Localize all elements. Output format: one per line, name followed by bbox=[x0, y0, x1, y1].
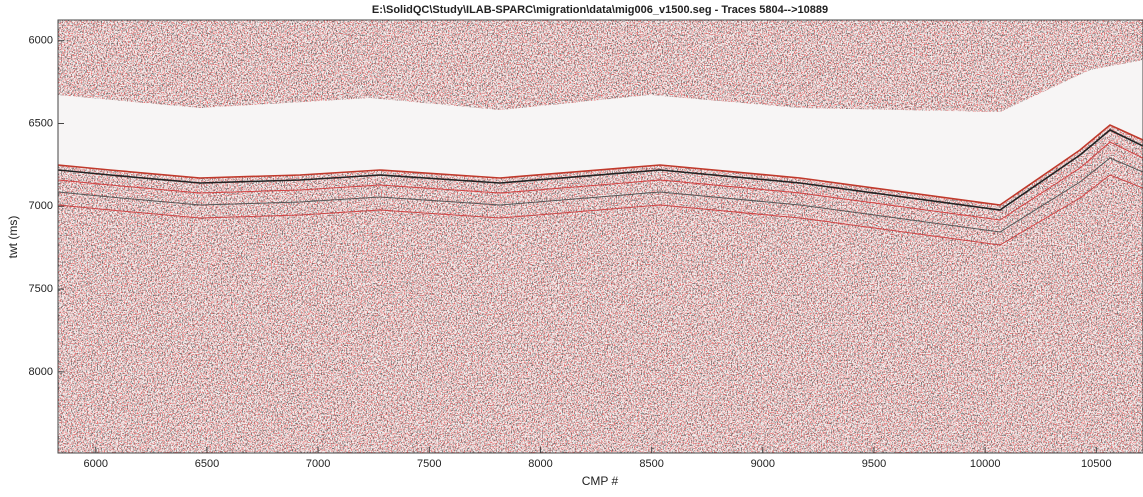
x-tick-label: 8500 bbox=[639, 458, 663, 470]
x-axis-label: CMP # bbox=[582, 474, 619, 488]
seismic-image bbox=[58, 20, 1143, 453]
y-tick-label: 6500 bbox=[29, 117, 53, 129]
x-tick-label: 6500 bbox=[195, 458, 219, 470]
x-tick-label: 9000 bbox=[751, 458, 775, 470]
y-tick-label: 7000 bbox=[29, 200, 53, 212]
x-tick-label: 10000 bbox=[970, 458, 1001, 470]
x-tick-label: 7500 bbox=[417, 458, 441, 470]
y-axis-label: twt (ms) bbox=[6, 216, 20, 259]
plot-frame bbox=[57, 19, 1143, 454]
x-tick-label: 10500 bbox=[1081, 458, 1112, 470]
x-tick-label: 6000 bbox=[84, 458, 108, 470]
y-tick-label: 7500 bbox=[29, 283, 53, 295]
x-tick-label: 8000 bbox=[528, 458, 552, 470]
y-tick-label: 8000 bbox=[29, 366, 53, 378]
y-tick-label: 6000 bbox=[29, 35, 53, 47]
x-tick-label: 7000 bbox=[306, 458, 330, 470]
x-tick-label: 9500 bbox=[862, 458, 886, 470]
chart-title: E:\SolidQC\Study\ILAB-SPARC\migration\da… bbox=[372, 4, 828, 16]
